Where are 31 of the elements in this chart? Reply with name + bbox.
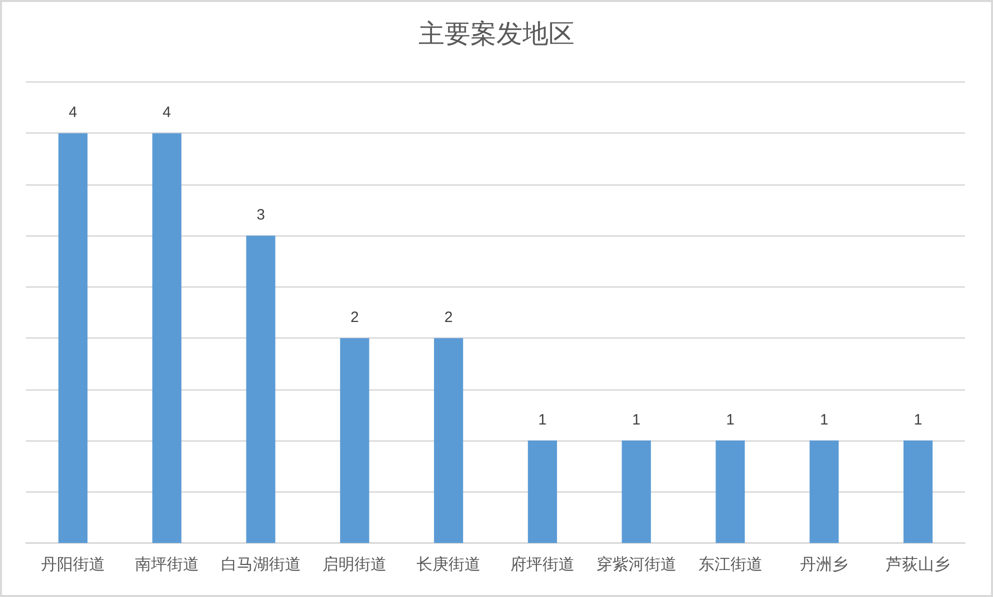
x-tick-label: 府坪街道 [510, 556, 574, 574]
x-tick-label: 启明街道 [322, 556, 387, 574]
bar [903, 440, 933, 543]
data-label: 1 [632, 412, 641, 429]
x-tick-label: 丹阳街道 [40, 556, 105, 574]
x-tick-label: 芦荻山乡 [886, 556, 950, 574]
bar [810, 440, 839, 543]
data-label: 2 [350, 309, 359, 326]
bar [528, 440, 558, 543]
bar [716, 440, 745, 543]
data-label: 3 [256, 206, 265, 224]
bar [340, 338, 370, 543]
bar [58, 133, 88, 543]
bar [246, 236, 276, 543]
x-tick-label: 南坪街道 [134, 556, 199, 574]
data-label: 2 [444, 309, 453, 326]
data-label: 1 [726, 412, 734, 429]
x-tick-label: 白马湖街道 [220, 556, 301, 574]
x-tick-label: 穿紫河街道 [596, 556, 676, 574]
data-label: 1 [820, 412, 828, 429]
x-tick-label: 丹洲乡 [800, 556, 848, 574]
bar [622, 440, 651, 543]
x-tick-label: 东江街道 [698, 556, 762, 574]
data-label: 4 [162, 104, 172, 122]
bar [434, 338, 464, 543]
data-label: 1 [538, 412, 547, 429]
bar [152, 133, 182, 543]
data-label: 1 [914, 412, 922, 429]
x-tick-label: 长庚街道 [416, 556, 481, 574]
data-label: 4 [68, 104, 78, 122]
chart-title: 主要案发地区 [418, 20, 574, 48]
